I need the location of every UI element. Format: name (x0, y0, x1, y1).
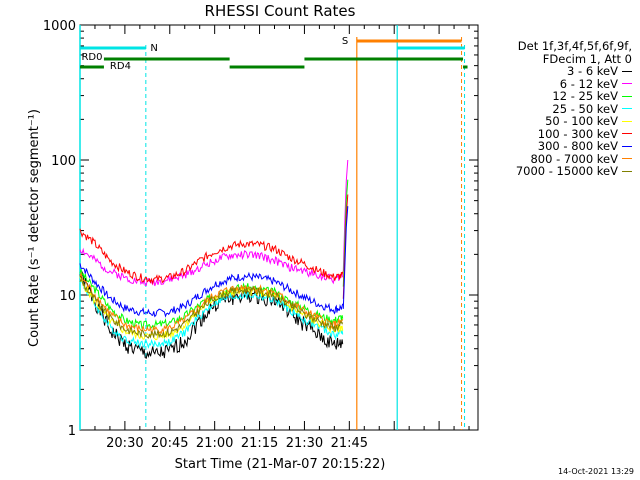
x-tick-label: 20:30 (106, 436, 143, 451)
legend-item: 50 - 100 keV (480, 115, 632, 128)
legend-item-label: 7000 - 15000 keV (515, 164, 618, 178)
chart-title: RHESSI Count Rates (205, 2, 356, 20)
series-line (79, 263, 344, 318)
legend-item-label: 800 - 7000 keV (530, 151, 618, 166)
legend-swatch (622, 145, 632, 147)
legend-item: 100 - 300 keV (480, 126, 632, 141)
decim-label: RD0 (81, 52, 102, 63)
series-line (79, 271, 344, 359)
legend-swatch (622, 95, 632, 97)
legend-swatch (622, 170, 632, 172)
x-axis-label: Start Time (21-Mar-07 20:15:22) (175, 457, 386, 472)
series-line (79, 247, 344, 287)
flare-spike (342, 206, 349, 309)
legend-swatch (622, 70, 632, 72)
x-tick-label: 21:00 (196, 436, 233, 451)
legend-item-label: 50 - 100 keV (545, 114, 618, 128)
plot-frame: 1 10 100 1000 20:30 20:45 21:00 21:15 21:30 21:45 (43, 19, 479, 451)
legend-item: 6 - 12 keV (480, 76, 632, 91)
legend-swatch (622, 158, 632, 160)
y-axis-label: Count Rate (s⁻¹ detector segment⁻¹) (27, 109, 42, 347)
y-tick-label: 100 (51, 154, 76, 169)
series-line (79, 278, 344, 339)
legend-item-label: 100 - 300 keV (537, 126, 618, 141)
series-line (79, 271, 344, 336)
legend-item-label: 6 - 12 keV (559, 76, 618, 91)
legend-swatch (622, 120, 632, 122)
x-tick-label: 21:15 (241, 436, 278, 451)
x-tick-label: 20:45 (151, 436, 188, 451)
night-label: N (150, 43, 157, 54)
legend-item: 25 - 50 keV (480, 101, 632, 116)
legend-item-label: 300 - 800 keV (537, 139, 618, 153)
decim-label: RD4 (110, 61, 131, 72)
x-tick-label: 21:45 (331, 436, 368, 451)
legend-item: 300 - 800 keV (480, 140, 632, 153)
flare-spike (342, 159, 349, 272)
legend-item-label: 25 - 50 keV (552, 101, 618, 116)
legend-swatch (622, 108, 632, 110)
legend-item-label: 12 - 25 keV (552, 89, 618, 103)
plot-area-border (79, 24, 479, 431)
legend: Det 1f,3f,4f,5f,6f,9f, FDecim 1, Att 0 3… (480, 40, 632, 178)
legend-swatch (622, 133, 632, 135)
legend-item: 800 - 7000 keV (480, 151, 632, 166)
series-line (79, 277, 344, 349)
chart-marks: N S RD0 RD4 (79, 25, 468, 430)
x-tick-label: 21:30 (286, 436, 323, 451)
legend-item: 3 - 6 keV (480, 65, 632, 78)
legend-header-line-1: Det 1f,3f,4f,5f,6f,9f, (517, 39, 632, 53)
legend-item-label: 3 - 6 keV (567, 64, 618, 78)
legend-item: 12 - 25 keV (480, 90, 632, 103)
plot-datestamp: 14-Oct-2021 13:29 (558, 467, 634, 476)
saa-label: S (342, 36, 348, 47)
legend-header-line-2: FDecim 1, Att 0 (542, 51, 632, 66)
legend-swatch (622, 83, 632, 85)
y-tick-label: 1000 (43, 19, 76, 34)
y-tick-label: 1 (68, 424, 76, 439)
legend-item: 7000 - 15000 keV (480, 165, 632, 178)
y-tick-label: 10 (59, 289, 76, 304)
series-line (79, 228, 344, 286)
